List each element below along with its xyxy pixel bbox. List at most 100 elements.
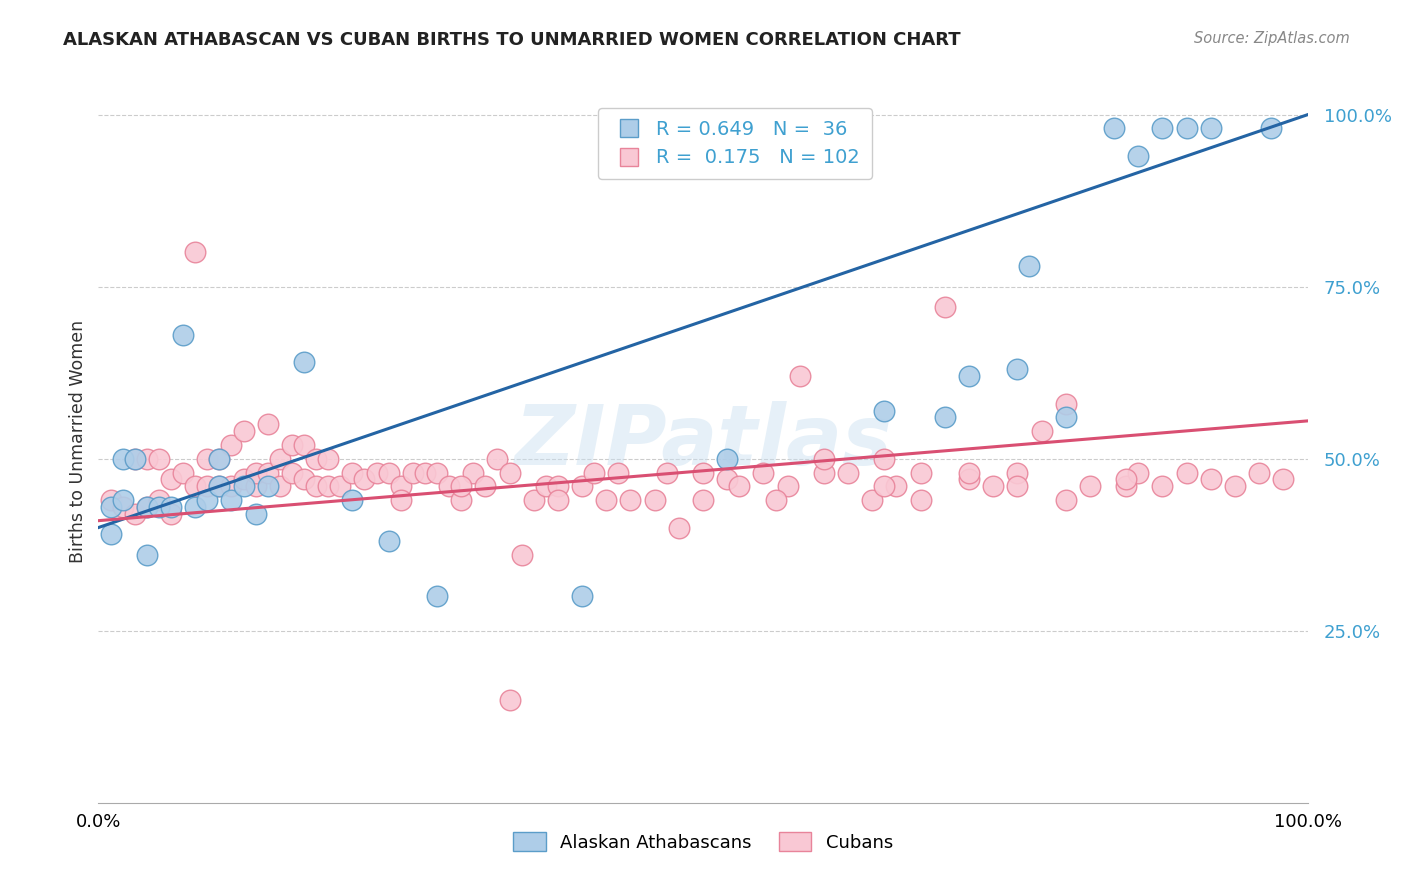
Point [498,466,520,480]
Point [124,451,146,466]
Point [184,479,207,493]
Point [111,493,134,508]
Point [245,466,267,480]
Point [450,479,472,493]
Point [292,438,315,452]
Point [111,451,134,466]
Point [873,403,896,417]
Point [269,451,291,466]
Point [547,493,569,508]
Text: ALASKAN ATHABASCAN VS CUBAN BIRTHS TO UNMARRIED WOMEN CORRELATION CHART: ALASKAN ATHABASCAN VS CUBAN BIRTHS TO UN… [63,31,960,49]
Point [316,479,339,493]
Point [1152,121,1174,136]
Point [1007,466,1029,480]
Point [232,424,254,438]
Point [100,500,122,514]
Point [135,548,157,562]
Point [221,493,243,508]
Point [1199,472,1222,486]
Point [510,548,533,562]
Point [256,466,278,480]
Point [1175,466,1198,480]
Point [245,479,267,493]
Point [172,466,194,480]
Point [910,493,932,508]
Point [765,493,787,508]
Point [1272,472,1295,486]
Point [837,466,859,480]
Point [389,493,412,508]
Point [595,493,617,508]
Point [232,479,254,493]
Point [208,479,231,493]
Point [583,466,606,480]
Point [342,466,364,480]
Point [1128,149,1150,163]
Point [377,466,399,480]
Point [752,466,775,480]
Point [1018,259,1040,273]
Point [208,451,231,466]
Point [1007,362,1029,376]
Point [910,466,932,480]
Point [607,466,630,480]
Point [957,369,980,384]
Point [463,466,485,480]
Point [305,479,328,493]
Point [195,479,218,493]
Point [135,451,157,466]
Point [1054,397,1077,411]
Point [1054,493,1077,508]
Point [668,520,690,534]
Point [498,692,520,706]
Point [353,472,375,486]
Point [245,507,267,521]
Point [135,500,157,514]
Point [934,410,956,425]
Point [813,451,835,466]
Point [776,479,799,493]
Point [329,479,352,493]
Point [124,451,146,466]
Point [208,479,231,493]
Point [1260,121,1282,136]
Point [1152,479,1174,493]
Point [413,466,436,480]
Point [655,466,678,480]
Point [1007,479,1029,493]
Point [692,493,714,508]
Text: Source: ZipAtlas.com: Source: ZipAtlas.com [1194,31,1350,46]
Point [886,479,908,493]
Point [716,451,738,466]
Point [124,507,146,521]
Point [934,301,956,315]
Point [184,245,207,260]
Point [813,466,835,480]
Point [1175,121,1198,136]
Point [100,493,122,508]
Point [957,472,980,486]
Point [232,472,254,486]
Point [1115,472,1137,486]
Point [728,479,751,493]
Point [1128,466,1150,480]
Point [860,493,883,508]
Point [195,451,218,466]
Point [135,500,157,514]
Point [716,472,738,486]
Point [269,479,291,493]
Point [1223,479,1246,493]
Point [486,451,509,466]
Point [342,493,364,508]
Point [571,479,593,493]
Point [1031,424,1053,438]
Point [873,479,896,493]
Point [981,479,1004,493]
Point [184,500,207,514]
Point [160,500,183,514]
Point [789,369,811,384]
Point [292,472,315,486]
Point [1054,410,1077,425]
Point [450,493,472,508]
Point [1249,466,1271,480]
